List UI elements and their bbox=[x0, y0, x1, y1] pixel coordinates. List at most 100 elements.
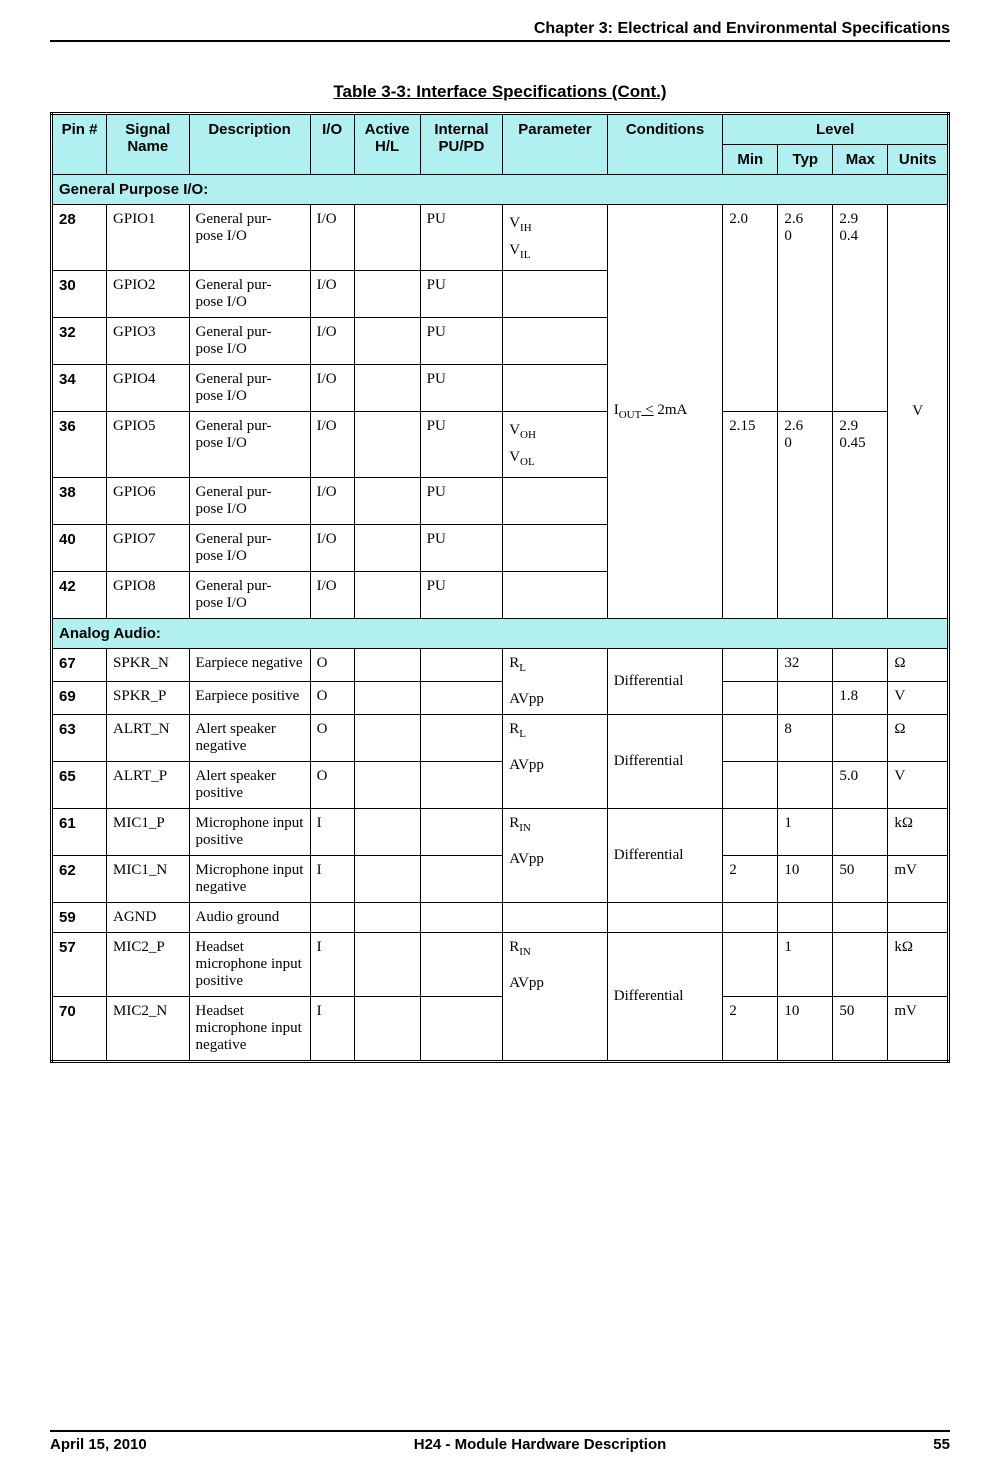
cell-desc: Earpiece negative bbox=[189, 649, 310, 682]
cell-io: I/O bbox=[310, 271, 354, 318]
cell-active bbox=[354, 365, 420, 412]
cell-io: I bbox=[310, 933, 354, 997]
table-row: 63 ALRT_N Alert speaker negative O RL AV… bbox=[52, 715, 949, 762]
th-min: Min bbox=[723, 145, 778, 175]
cell-pu bbox=[420, 903, 503, 933]
cell-signal: GPIO5 bbox=[107, 412, 190, 478]
cell-active bbox=[354, 649, 420, 682]
cell-max: 1.8 bbox=[833, 682, 888, 715]
cell-max bbox=[833, 715, 888, 762]
cell-pin: 40 bbox=[52, 525, 107, 572]
cell-active bbox=[354, 572, 420, 619]
cell-min bbox=[723, 762, 778, 809]
cell-desc: General pur- pose I/O bbox=[189, 318, 310, 365]
section-gpio-label: General Purpose I/O: bbox=[52, 175, 949, 205]
cell-units: mV bbox=[888, 856, 949, 903]
cell-param bbox=[503, 365, 608, 412]
th-desc: Description bbox=[189, 114, 310, 175]
th-param: Parameter bbox=[503, 114, 608, 175]
cell-io: I/O bbox=[310, 478, 354, 525]
cell-active bbox=[354, 903, 420, 933]
cell-max: 2.90.45 bbox=[833, 412, 888, 619]
cell-typ: 32 bbox=[778, 649, 833, 682]
cell-max: 5.0 bbox=[833, 762, 888, 809]
cell-io bbox=[310, 903, 354, 933]
cell-param bbox=[503, 572, 608, 619]
cell-desc: General pur- pose I/O bbox=[189, 478, 310, 525]
cell-pu bbox=[420, 715, 503, 762]
cell-max bbox=[833, 809, 888, 856]
cell-typ: 10 bbox=[778, 856, 833, 903]
cell-min bbox=[723, 649, 778, 682]
cell-units: Ω bbox=[888, 649, 949, 682]
cell-pin: 70 bbox=[52, 997, 107, 1062]
cell-pu: PU bbox=[420, 205, 503, 271]
cell-cond bbox=[607, 903, 723, 933]
cell-units: kΩ bbox=[888, 933, 949, 997]
cell-pu: PU bbox=[420, 318, 503, 365]
cell-max bbox=[833, 933, 888, 997]
cell-pu: PU bbox=[420, 365, 503, 412]
cell-pu: PU bbox=[420, 525, 503, 572]
cell-pu: PU bbox=[420, 572, 503, 619]
table-row: 59 AGND Audio ground bbox=[52, 903, 949, 933]
cell-io: O bbox=[310, 649, 354, 682]
cell-min: 2.15 bbox=[723, 412, 778, 619]
cell-typ bbox=[778, 903, 833, 933]
cell-signal: GPIO2 bbox=[107, 271, 190, 318]
cell-io: I/O bbox=[310, 572, 354, 619]
th-max: Max bbox=[833, 145, 888, 175]
cell-signal: MIC1_N bbox=[107, 856, 190, 903]
cell-cond: Differential bbox=[607, 715, 723, 809]
cell-typ bbox=[778, 762, 833, 809]
cell-pin: 30 bbox=[52, 271, 107, 318]
cell-desc: Headset microphone input negative bbox=[189, 997, 310, 1062]
cell-pin: 57 bbox=[52, 933, 107, 997]
table-row: 36 GPIO5 General pur- pose I/O I/O PU VO… bbox=[52, 412, 949, 478]
cell-signal: GPIO4 bbox=[107, 365, 190, 412]
cell-min bbox=[723, 682, 778, 715]
cell-pin: 69 bbox=[52, 682, 107, 715]
cell-typ: 2.60 bbox=[778, 205, 833, 412]
table-row: 67 SPKR_N Earpiece negative O RL AVpp Di… bbox=[52, 649, 949, 682]
cell-min bbox=[723, 715, 778, 762]
cell-signal: SPKR_N bbox=[107, 649, 190, 682]
cell-pin: 32 bbox=[52, 318, 107, 365]
cell-pu: PU bbox=[420, 412, 503, 478]
cell-max bbox=[833, 903, 888, 933]
cell-active bbox=[354, 412, 420, 478]
cell-desc: Audio ground bbox=[189, 903, 310, 933]
cell-desc: Alert speaker positive bbox=[189, 762, 310, 809]
cell-pu: PU bbox=[420, 478, 503, 525]
cell-desc: General pur- pose I/O bbox=[189, 271, 310, 318]
cell-io: I/O bbox=[310, 318, 354, 365]
cell-active bbox=[354, 682, 420, 715]
table-row: 70 MIC2_N Headset microphone input negat… bbox=[52, 997, 949, 1062]
cell-active bbox=[354, 525, 420, 572]
cell-active bbox=[354, 478, 420, 525]
cell-active bbox=[354, 762, 420, 809]
th-typ: Typ bbox=[778, 145, 833, 175]
cell-pu bbox=[420, 856, 503, 903]
table-row: 61 MIC1_P Microphone input positive I RI… bbox=[52, 809, 949, 856]
cell-pin: 67 bbox=[52, 649, 107, 682]
cell-typ bbox=[778, 682, 833, 715]
section-audio: Analog Audio: bbox=[52, 619, 949, 649]
cell-min: 2 bbox=[723, 997, 778, 1062]
cell-param: VOH VOL bbox=[503, 412, 608, 478]
cell-signal: GPIO8 bbox=[107, 572, 190, 619]
cell-cond: Differential bbox=[607, 809, 723, 903]
cell-pu bbox=[420, 649, 503, 682]
cell-signal: AGND bbox=[107, 903, 190, 933]
th-active: Active H/L bbox=[354, 114, 420, 175]
cell-param bbox=[503, 271, 608, 318]
cell-io: I bbox=[310, 997, 354, 1062]
cell-io: I/O bbox=[310, 365, 354, 412]
th-internal: Internal PU/PD bbox=[420, 114, 503, 175]
cell-param bbox=[503, 525, 608, 572]
cell-active bbox=[354, 856, 420, 903]
cell-typ: 1 bbox=[778, 933, 833, 997]
cell-desc: General pur- pose I/O bbox=[189, 205, 310, 271]
cell-units bbox=[888, 903, 949, 933]
cell-signal: GPIO3 bbox=[107, 318, 190, 365]
